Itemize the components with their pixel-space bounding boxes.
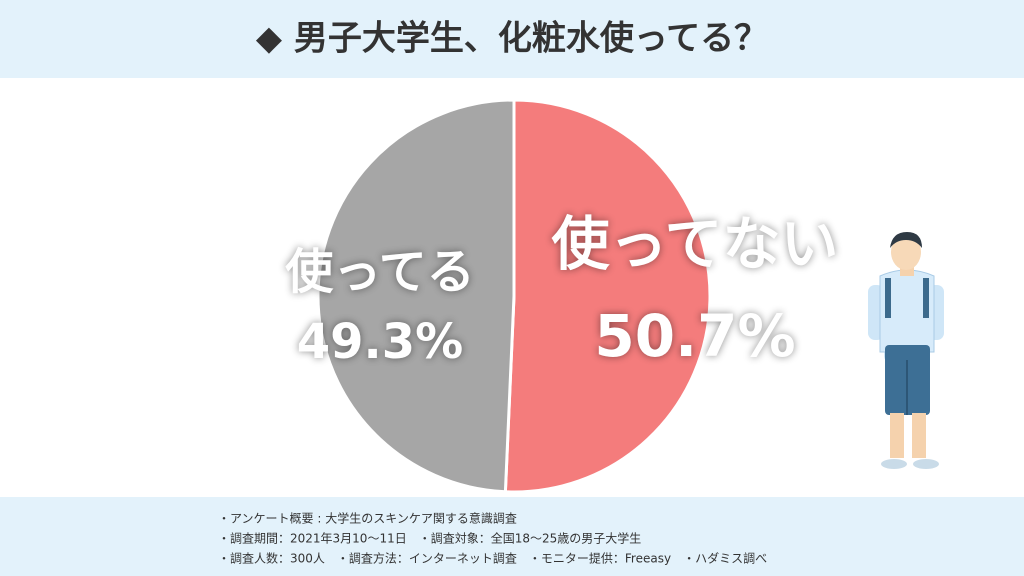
- note: ・アンケート概要 : 大学生のスキンケア関する意識調査: [218, 511, 517, 526]
- value-label: 50.7%: [594, 302, 795, 370]
- labels: 使ってない 50.7% 使ってる 49.3%: [285, 210, 838, 370]
- chart-title: ◆ 男子大学生、化粧水使ってる？: [256, 19, 768, 59]
- pie: [316, 98, 712, 494]
- pie-slice: [503, 98, 712, 494]
- note: ・調査期間：2021年3月10〜11日 ・調査対象：全国18〜25歳の男子大学生: [218, 531, 641, 546]
- value-label: 49.3%: [297, 314, 464, 370]
- notes: ・アンケート概要 : 大学生のスキンケア関する意識調査・調査期間：2021年3月…: [218, 511, 767, 566]
- note: ・調査人数：300人 ・調査方法：インターネット調査 ・モニター提供：Freea…: [218, 551, 767, 566]
- student-illustration: [868, 232, 944, 469]
- slice-label: 使ってる: [285, 244, 475, 300]
- header-band: [0, 0, 1024, 78]
- footer-band: [0, 497, 1024, 576]
- pie-slice: [316, 98, 516, 494]
- slice-label: 使ってない: [551, 210, 838, 278]
